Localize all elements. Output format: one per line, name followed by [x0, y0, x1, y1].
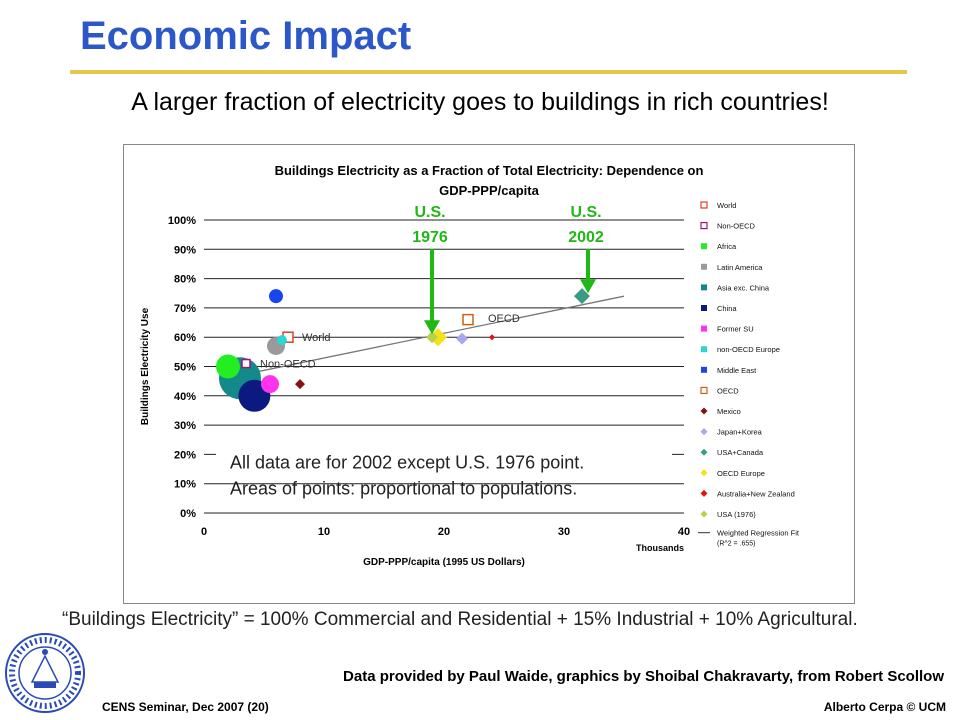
- legend-label: Asia exc. China: [717, 283, 770, 292]
- data-point-mexico: [295, 379, 305, 390]
- x-tick-label: 30: [558, 526, 570, 538]
- data-point-africa: [216, 354, 240, 379]
- data-point-non-oecd-europe: [277, 335, 287, 346]
- legend-marker: [701, 284, 707, 291]
- x-tick-label: 20: [438, 526, 450, 538]
- legend-label: Japan+Korea: [717, 428, 763, 437]
- point-label: OECD: [488, 313, 520, 325]
- legend-label: Non-OECD: [717, 222, 756, 231]
- legend-marker: [700, 448, 708, 456]
- data-point-middle-east: [269, 289, 283, 304]
- legend-label: Weighted Regression Fit: [717, 529, 800, 538]
- y-tick-label: 50%: [174, 362, 196, 374]
- x-unit-label: Thousands: [636, 543, 684, 553]
- data-point-oecd: [462, 313, 474, 326]
- arrow-head: [424, 320, 440, 335]
- y-tick-label: 20%: [174, 449, 196, 461]
- legend-label: OECD Europe: [717, 469, 765, 478]
- legend-marker: [700, 510, 708, 518]
- data-point-usa-1976-: [426, 331, 438, 344]
- arrow-label-line-2: 2002: [568, 229, 604, 246]
- y-axis-label: Buildings Electricity Use: [140, 307, 151, 425]
- data-point-usa-canada: [574, 288, 590, 305]
- legend-marker: [701, 325, 707, 332]
- arrow-label-line-1: U.S.: [570, 204, 601, 221]
- annotation-box: [216, 448, 672, 511]
- y-tick-label: 0%: [180, 508, 196, 520]
- footer-right: Alberto Cerpa © UCM: [823, 700, 946, 714]
- x-axis-label: GDP-PPP/capita (1995 US Dollars): [363, 557, 525, 568]
- y-tick-label: 30%: [174, 420, 196, 432]
- y-tick-label: 80%: [174, 274, 196, 286]
- legend-label: Australia+New Zealand: [717, 489, 795, 498]
- title-underline: [70, 70, 907, 74]
- legend-label: Middle East: [717, 366, 757, 375]
- x-tick-label: 40: [678, 526, 690, 538]
- university-seal-logo: [5, 633, 85, 713]
- legend-label: non-OECD Europe: [717, 345, 780, 354]
- legend-marker: [701, 346, 707, 353]
- y-tick-label: 10%: [174, 479, 196, 491]
- legend-marker: [701, 305, 707, 311]
- y-tick-label: 100%: [168, 215, 196, 227]
- slide-subtitle: A larger fraction of electricity goes to…: [131, 88, 829, 116]
- y-tick-label: 70%: [174, 303, 196, 315]
- data-point-former-su: [261, 375, 279, 394]
- legend-marker: [700, 407, 708, 415]
- x-tick-label: 10: [318, 526, 330, 538]
- legend-marker: [700, 469, 708, 477]
- chart-title-line-1: Buildings Electricity as a Fraction of T…: [275, 163, 704, 178]
- footer-left: CENS Seminar, Dec 2007 (20): [102, 700, 269, 714]
- legend-label: Mexico: [717, 407, 741, 416]
- legend-label: OECD: [717, 386, 739, 395]
- legend-label: USA+Canada: [717, 448, 764, 457]
- arrow-label-line-2: 1976: [412, 229, 448, 246]
- legend-marker: [700, 201, 708, 209]
- legend-label: Latin America: [717, 263, 763, 272]
- legend-label: Former SU: [717, 325, 754, 334]
- scatter-chart: Buildings Electricity as a Fraction of T…: [140, 163, 800, 568]
- point-label: World: [302, 332, 331, 344]
- data-point-australia-new-zealand: [489, 334, 495, 341]
- legend-marker: [701, 263, 707, 270]
- annotation-line: All data are for 2002 except U.S. 1976 p…: [230, 452, 584, 472]
- legend-marker: [700, 386, 708, 394]
- legend-marker: [701, 366, 707, 373]
- data-point-japan-korea: [456, 332, 468, 345]
- credit-line: Data provided by Paul Waide, graphics by…: [343, 668, 944, 685]
- legend-label: China: [717, 304, 737, 313]
- legend-marker: [700, 221, 708, 230]
- y-tick-label: 40%: [174, 391, 196, 403]
- legend-label: (R^2 = .655): [717, 541, 756, 548]
- legend-marker: [700, 489, 708, 497]
- point-label: Non-OECD: [260, 359, 316, 371]
- arrow-head: [580, 279, 596, 294]
- annotation-line: Areas of points: proportional to populat…: [230, 478, 577, 498]
- chart-title-line-2: GDP-PPP/capita: [439, 183, 539, 198]
- legend-label: USA (1976): [717, 510, 756, 519]
- data-point-non-oecd: [241, 358, 251, 369]
- legend-label: Africa: [717, 242, 737, 251]
- footnote: “Buildings Electricity” = 100% Commercia…: [62, 609, 858, 630]
- x-tick-label: 0: [201, 526, 207, 538]
- legend-marker: [700, 428, 708, 436]
- legend-marker: [701, 243, 707, 250]
- y-tick-label: 60%: [174, 332, 196, 344]
- chart-frame: Buildings Electricity as a Fraction of T…: [123, 144, 855, 604]
- legend-label: World: [717, 201, 736, 210]
- slide-title: Economic Impact: [80, 14, 412, 58]
- y-tick-label: 90%: [174, 244, 196, 256]
- arrow-label-line-1: U.S.: [414, 204, 445, 221]
